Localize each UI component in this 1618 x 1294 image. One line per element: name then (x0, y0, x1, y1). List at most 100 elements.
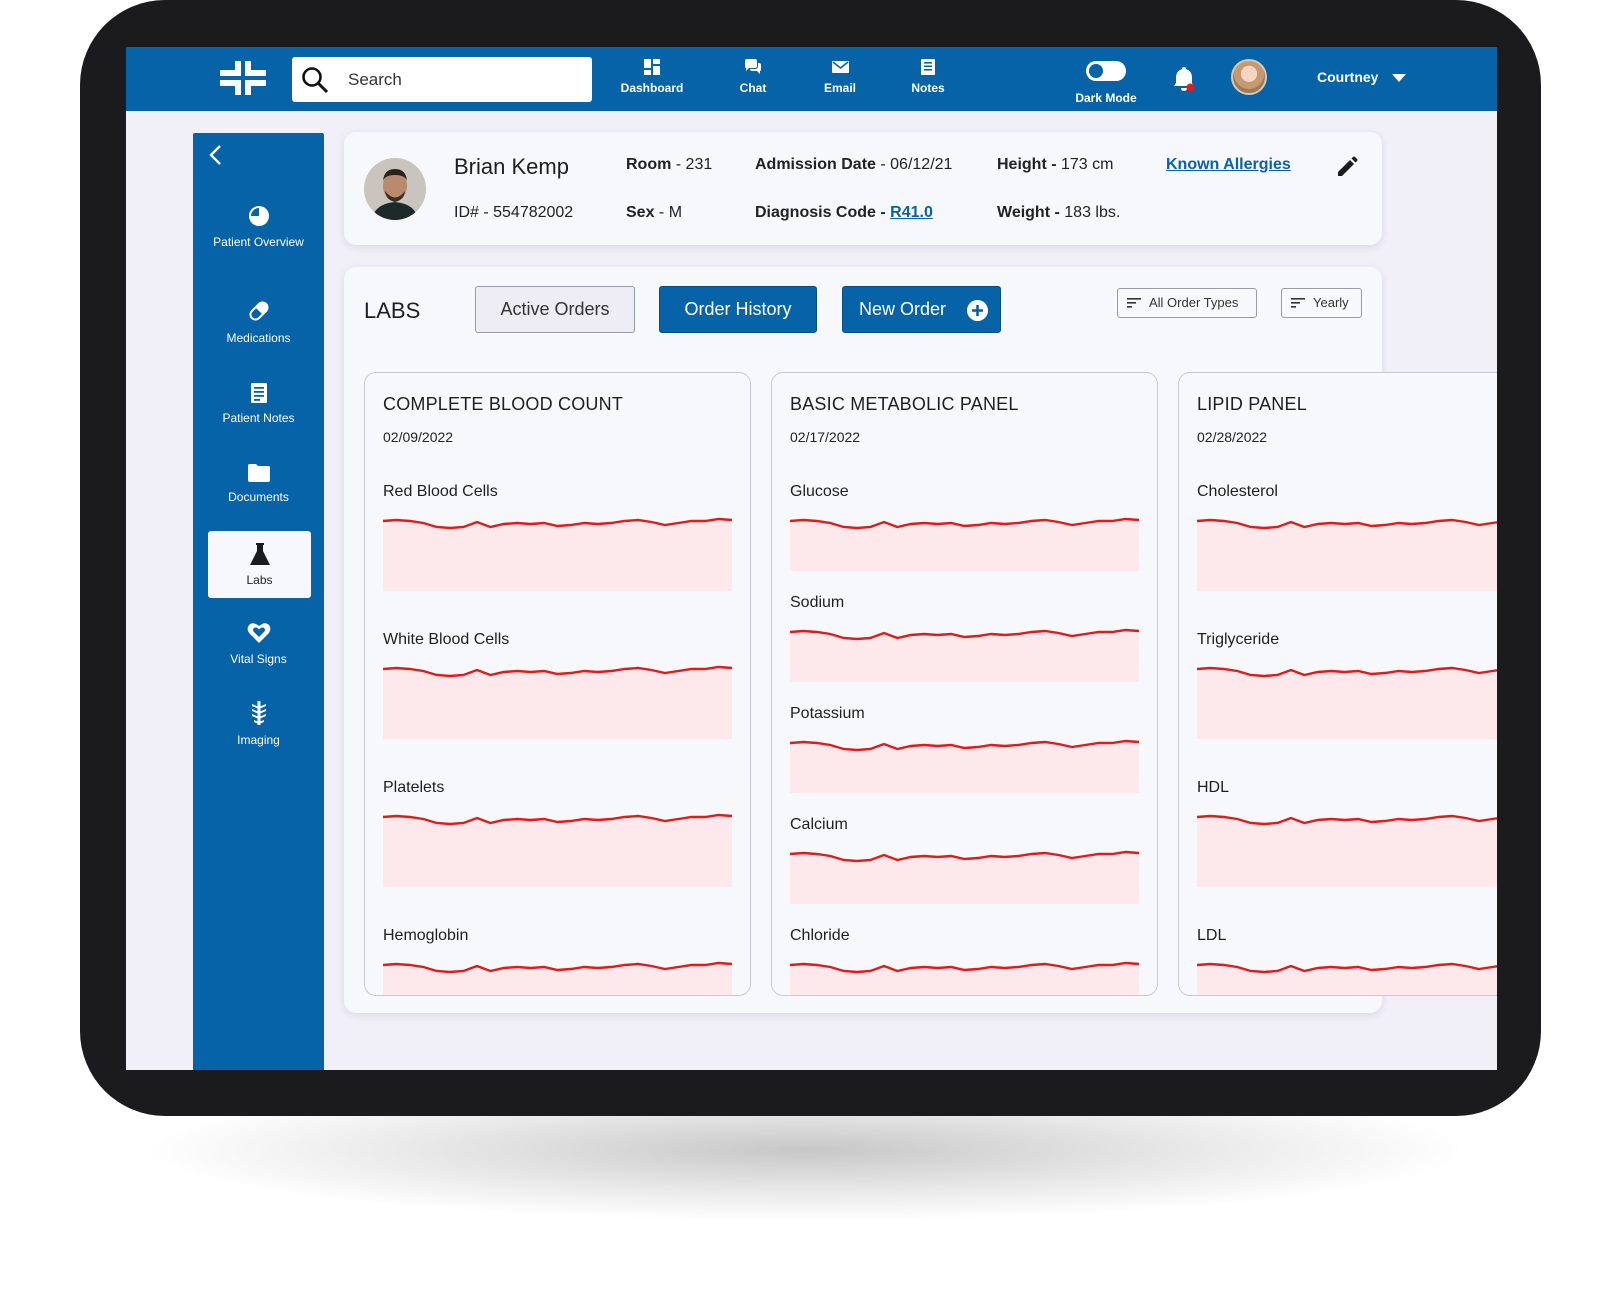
diagnosis-code: Diagnosis Code - R41.0 (755, 204, 933, 222)
nav-notes[interactable]: Notes (883, 59, 973, 95)
lab-test-label: Calcium (790, 816, 848, 833)
diagnosis-code-link[interactable]: R41.0 (890, 204, 933, 221)
weight-label: Weight - (997, 204, 1060, 221)
sidebar-item-label: Patient Overview (213, 235, 304, 249)
dark-mode-toggle[interactable] (1086, 61, 1126, 81)
top-navigation-bar: Search Dashboard Chat Email (126, 47, 1497, 111)
heart-icon (247, 623, 270, 643)
patient-avatar (364, 158, 426, 220)
trend-line (790, 739, 1139, 752)
nav-chat-label: Chat (739, 81, 767, 95)
lab-panel-title: BASIC METABOLIC PANEL (790, 394, 1019, 414)
trend-line (1197, 518, 1497, 530)
sidebar-item-medications[interactable]: Medications (193, 299, 324, 345)
sidebar-item-labs[interactable]: Labs (208, 531, 311, 598)
sex-value: - M (658, 204, 683, 221)
top-button (1341, 1070, 1391, 1080)
nav-dashboard[interactable]: Dashboard (607, 59, 697, 95)
trend-line (1197, 666, 1497, 678)
lab-test-label: Sodium (790, 594, 845, 611)
trend-area (790, 630, 1139, 682)
admission-label: Admission Date (755, 156, 876, 173)
edit-pencil-icon[interactable] (1336, 156, 1358, 178)
sidebar-item-documents[interactable]: Documents (193, 464, 324, 504)
weight-value: 183 lbs. (1064, 204, 1121, 221)
admission-date: Admission Date - 06/12/21 (755, 156, 952, 174)
height-value: 173 cm (1061, 156, 1114, 173)
chevron-left-icon[interactable] (206, 143, 226, 167)
order-history-button[interactable]: Order History (659, 286, 817, 333)
trend-sparkline (1197, 518, 1497, 591)
patient-sex: Sex - M (626, 204, 682, 222)
room-label: Room (626, 156, 672, 173)
labs-card: LABS Active Orders Order History New Ord… (344, 267, 1497, 1013)
period-filter[interactable]: Yearly (1281, 288, 1362, 318)
sidebar-item-label: Medications (226, 331, 291, 345)
nav-chat[interactable]: Chat (708, 59, 798, 95)
app-logo-icon[interactable] (220, 61, 266, 95)
toggle-knob (1089, 64, 1103, 78)
nav-email[interactable]: Email (795, 59, 885, 95)
lab-panel-card[interactable]: LIPID PANEL 02/28/2022 Cholesterol Triglyce… (1178, 372, 1497, 996)
trend-line (383, 665, 732, 678)
trend-sparkline (383, 665, 732, 739)
sidebar-item-vital-signs[interactable]: Vital Signs (193, 622, 324, 666)
nav-notes-label: Notes (911, 81, 945, 95)
search-placeholder: Search (348, 70, 402, 89)
order-type-filter[interactable]: All Order Types (1117, 288, 1257, 318)
filter-icon (1127, 298, 1141, 308)
dark-mode-label: Dark Mode (1075, 91, 1137, 105)
height-label: Height - (997, 156, 1057, 173)
notification-bell-icon[interactable] (1171, 65, 1197, 93)
sidebar-item-patient-overview[interactable]: Patient Overview (193, 205, 324, 249)
app-screen: Search Dashboard Chat Email (126, 47, 1497, 1070)
lab-test-label: Chloride (790, 927, 850, 944)
chevron-down-icon[interactable] (1392, 74, 1406, 82)
patient-weight: Weight - 183 lbs. (997, 204, 1120, 222)
known-allergies-link[interactable]: Known Allergies (1166, 156, 1291, 174)
lab-panel-date: 02/17/2022 (790, 429, 861, 445)
new-order-label: New Order (859, 299, 947, 319)
sidebar-item-imaging[interactable]: Imaging (193, 701, 324, 747)
patient-name: Brian Kemp (454, 154, 569, 179)
lab-test-label: Potassium (790, 705, 865, 722)
lab-panel-card[interactable]: BASIC METABOLIC PANEL 02/17/2022 Glucose So… (771, 372, 1158, 996)
trend-sparkline (790, 628, 1139, 682)
room-value: - 231 (675, 156, 713, 173)
trend-line (383, 961, 732, 974)
trend-sparkline (383, 517, 732, 591)
search-input[interactable]: Search (292, 57, 592, 102)
user-name[interactable]: Courtney (1317, 69, 1379, 85)
trend-line (383, 813, 732, 826)
trend-line (383, 517, 732, 530)
trend-area (383, 815, 732, 887)
trend-sparkline (1197, 962, 1497, 995)
sidebar-item-label: Vital Signs (230, 652, 287, 666)
user-avatar[interactable] (1231, 59, 1267, 95)
flask-icon (249, 543, 270, 565)
pill-icon (248, 301, 269, 321)
trend-area (790, 852, 1139, 904)
new-order-button[interactable]: New Order (842, 286, 1001, 333)
labs-title: LABS (364, 298, 421, 323)
trend-area (790, 963, 1139, 995)
lab-test-label: Glucose (790, 483, 849, 500)
trend-area (1197, 816, 1497, 887)
trend-line (790, 517, 1139, 530)
sidebar: Patient Overview Medications Patient Not… (193, 133, 324, 1070)
sex-label: Sex (626, 204, 655, 221)
trend-sparkline (1197, 666, 1497, 739)
sidebar-item-patient-notes[interactable]: Patient Notes (193, 383, 324, 425)
chat-icon (745, 59, 761, 74)
lab-test-label: Hemoglobin (383, 927, 469, 944)
lab-test-label: Platelets (383, 779, 445, 796)
trend-sparkline (383, 961, 732, 995)
lab-panel-title: COMPLETE BLOOD COUNT (383, 394, 624, 414)
patient-summary-card: Brian Kemp ID# - 554782002 Room - 231 Se… (344, 132, 1382, 245)
lab-test-label: Red Blood Cells (383, 483, 498, 500)
active-orders-button[interactable]: Active Orders (475, 286, 635, 333)
email-icon (831, 61, 849, 73)
lab-panel-card[interactable]: COMPLETE BLOOD COUNT 02/09/2022 Red Blood … (364, 372, 751, 996)
trend-area (1197, 520, 1497, 591)
notes-icon (250, 383, 267, 403)
